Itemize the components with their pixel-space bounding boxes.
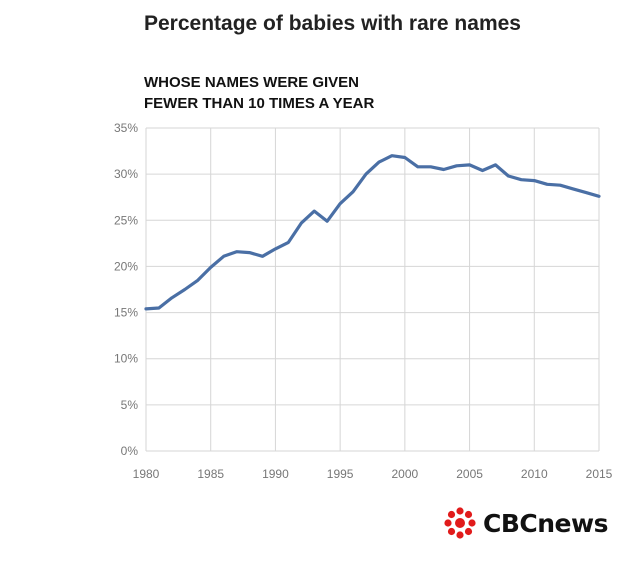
y-tick-label: 0% (121, 444, 139, 458)
x-tick-label: 1990 (262, 467, 289, 481)
y-tick-label: 35% (114, 121, 138, 135)
cbc-logo: CBCnews (443, 506, 608, 540)
subtitle-line-2: FEWER THAN 10 TIMES A YEAR (144, 95, 375, 112)
subtitle-line-1: WHOSE NAMES WERE GIVEN (144, 74, 360, 91)
x-tick-label: 1980 (133, 467, 160, 481)
y-axis-ticks: 0% 5% 10% 15% 20% 25% 30% 35% (114, 121, 138, 458)
grid (145, 127, 600, 452)
series-line (144, 154, 601, 311)
y-tick-label: 15% (114, 306, 138, 320)
chart-subtitle: WHOSE NAMES WERE GIVEN FEWER THAN 10 TIM… (144, 72, 374, 114)
x-tick-label: 2005 (456, 467, 483, 481)
y-tick-label: 30% (114, 167, 138, 181)
x-tick-label: 1985 (197, 467, 224, 481)
y-tick-label: 5% (121, 398, 139, 412)
x-tick-label: 1995 (327, 467, 354, 481)
x-tick-label: 2015 (586, 467, 613, 481)
x-tick-label: 2000 (392, 467, 419, 481)
cbc-gem-icon (444, 507, 476, 539)
x-axis-ticks: 1980 1985 1990 1995 2000 2005 2010 2015 (133, 467, 613, 481)
chart-title: Percentage of babies with rare names (144, 12, 521, 35)
series-layer (144, 154, 601, 311)
line-chart: 0% 5% 10% 15% 20% 25% 30% 35% 1980 1985 1990 1995 2… (114, 121, 613, 481)
x-tick-label: 2010 (521, 467, 548, 481)
cbc-news-wordmark: CBCnews (483, 508, 608, 538)
y-tick-label: 25% (114, 213, 138, 227)
y-tick-label: 20% (114, 259, 138, 273)
y-tick-label: 10% (114, 352, 138, 366)
